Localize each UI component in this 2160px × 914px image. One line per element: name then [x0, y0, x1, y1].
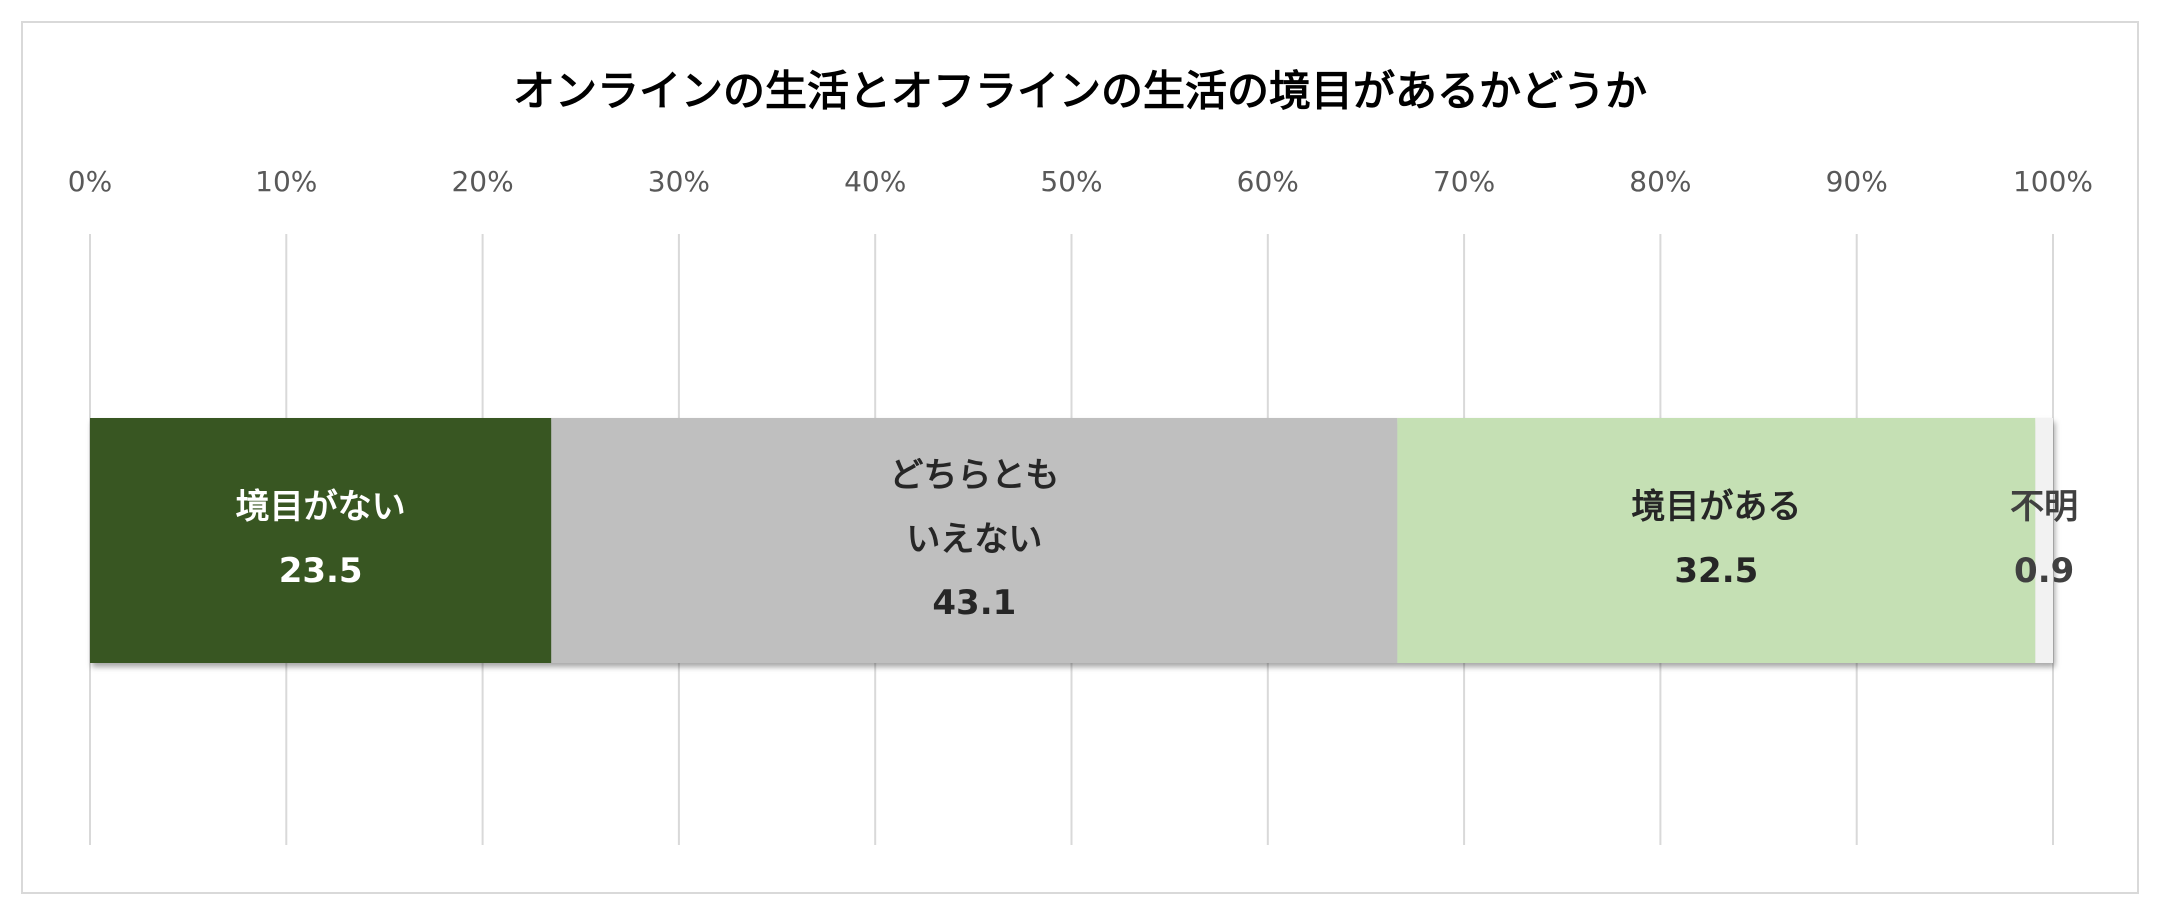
data-label-name: 境目がない — [236, 487, 406, 527]
bar-segment — [551, 418, 1398, 663]
x-tick-label: 10% — [255, 165, 317, 198]
x-tick-label: 70% — [1433, 165, 1495, 198]
bars — [90, 418, 2053, 663]
data-label-name: 境目がある — [1631, 487, 1801, 527]
bar-segment — [1397, 418, 2036, 663]
x-tick-label: 90% — [1826, 165, 1888, 198]
chart-title: オンラインの生活とオフラインの生活の境目があるかどうか — [513, 67, 1647, 116]
x-tick-label: 60% — [1237, 165, 1299, 198]
x-tick-label: 80% — [1629, 165, 1691, 198]
data-label-value: 0.9 — [2014, 551, 2074, 591]
data-label-name: 不明 — [2010, 487, 2078, 527]
x-tick-label: 40% — [844, 165, 906, 198]
x-tick-label: 30% — [648, 165, 710, 198]
bar-segment — [2035, 418, 2053, 663]
data-label-value: 32.5 — [1674, 551, 1758, 591]
bar-segment — [90, 418, 552, 663]
x-tick-label: 50% — [1040, 165, 1102, 198]
data-label-value: 23.5 — [279, 551, 363, 591]
labels: 境目がない 23.5 どちらともいえない 43.1 境目がある 32.5 不明 0.9 — [236, 455, 2079, 623]
data-label-value: 43.1 — [932, 583, 1016, 623]
x-tick-label: 0% — [68, 165, 112, 198]
data-label-name: どちらともいえない — [889, 455, 1059, 559]
bar-group — [90, 418, 2053, 663]
grid: 0% 10% 20% 30% 40% 50% 60% 70% 80% 90% 100% — [68, 165, 2093, 845]
x-tick-label: 20% — [451, 165, 513, 198]
x-tick-label: 100% — [2013, 165, 2093, 198]
